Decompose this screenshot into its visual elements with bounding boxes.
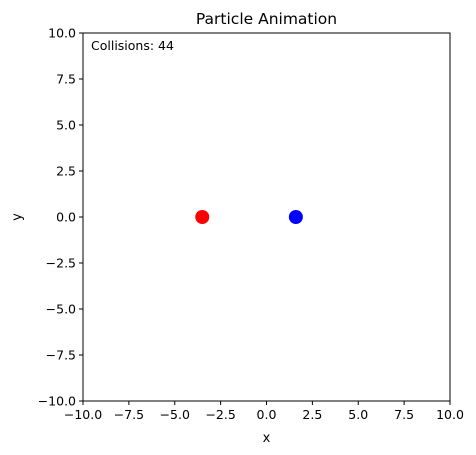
x-tick-label: −2.5	[205, 407, 235, 422]
x-tick-label: 2.5	[302, 407, 322, 422]
x-tick-label: −7.5	[114, 407, 144, 422]
x-tick-label: 0.0	[257, 407, 277, 422]
y-tick-label: 10.0	[48, 26, 76, 41]
x-tick-label: −10.0	[64, 407, 102, 422]
x-tick-label: 10.0	[436, 407, 464, 422]
y-tick-label: 5.0	[56, 118, 76, 133]
x-tick-label: −5.0	[160, 407, 190, 422]
x-tick-label: 7.5	[394, 407, 414, 422]
collisions-annotation: Collisions: 44	[91, 38, 174, 53]
points-layer	[195, 210, 303, 224]
y-ticks: −10.0 −7.5 −5.0 −2.5 0.0 2.5 5.0 7.5 10.0	[38, 26, 83, 409]
y-tick-label: −2.5	[46, 256, 76, 271]
particle-point	[288, 210, 303, 224]
y-tick-label: 2.5	[56, 164, 76, 179]
particle-point	[195, 210, 210, 224]
x-tick-label: 5.0	[348, 407, 368, 422]
chart-title: Particle Animation	[196, 10, 337, 28]
y-tick-label: −5.0	[46, 302, 76, 317]
y-tick-label: 0.0	[56, 210, 76, 225]
x-axis-label: x	[263, 431, 271, 446]
plot-background	[83, 33, 450, 401]
y-tick-label: 7.5	[56, 72, 76, 87]
y-tick-label: −7.5	[46, 348, 76, 363]
y-tick-label: −10.0	[38, 394, 76, 409]
y-axis-label: y	[10, 213, 25, 221]
x-ticks: −10.0 −7.5 −5.0 −2.5 0.0 2.5 5.0 7.5 10.0	[64, 401, 464, 422]
